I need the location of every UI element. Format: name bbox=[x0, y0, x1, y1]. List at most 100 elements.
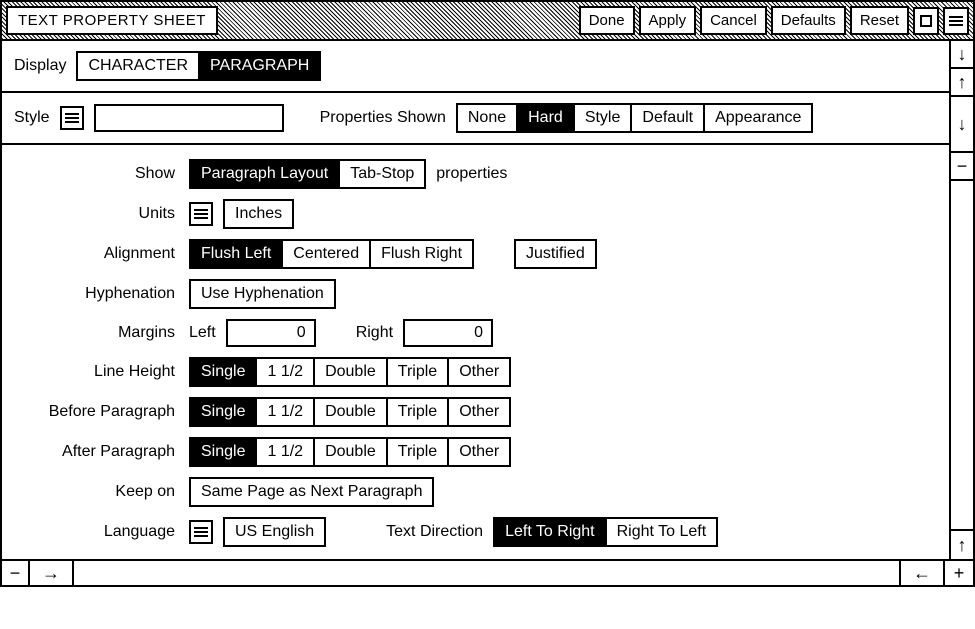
paragraph-properties: Show Paragraph Layout Tab-Stop propertie… bbox=[2, 145, 949, 559]
properties-shown-style[interactable]: Style bbox=[575, 105, 633, 131]
window-title: TEXT PROPERTY SHEET bbox=[6, 6, 218, 35]
after-para-single[interactable]: Single bbox=[191, 439, 257, 465]
reset-button[interactable]: Reset bbox=[850, 6, 909, 35]
apply-button[interactable]: Apply bbox=[639, 6, 697, 35]
after-para-row: After Paragraph Single 1 1/2 Double Trip… bbox=[14, 437, 937, 467]
before-para-other[interactable]: Other bbox=[449, 399, 509, 425]
properties-shown-default[interactable]: Default bbox=[632, 105, 705, 131]
alignment-options: Flush Left Centered Flush Right bbox=[189, 239, 474, 269]
display-paragraph[interactable]: PARAGRAPH bbox=[200, 53, 319, 79]
text-direction-ltr[interactable]: Left To Right bbox=[495, 519, 607, 545]
cancel-button[interactable]: Cancel bbox=[700, 6, 767, 35]
rail-down-1-icon[interactable]: ↓ bbox=[951, 41, 973, 69]
style-menu-icon[interactable] bbox=[60, 106, 84, 130]
hyphenation-row: Hyphenation Use Hyphenation bbox=[14, 279, 937, 309]
margins-left-input[interactable] bbox=[226, 319, 316, 347]
property-sheet-window: TEXT PROPERTY SHEET Done Apply Cancel De… bbox=[0, 0, 975, 587]
alignment-flush-left[interactable]: Flush Left bbox=[191, 241, 283, 267]
sb-left-arrow-icon[interactable]: ← bbox=[901, 561, 945, 585]
units-menu-icon[interactable] bbox=[189, 202, 213, 226]
line-height-double[interactable]: Double bbox=[315, 359, 388, 385]
after-para-label: After Paragraph bbox=[14, 443, 179, 461]
show-tab-stop[interactable]: Tab-Stop bbox=[340, 161, 424, 187]
content-area: Display CHARACTER PARAGRAPH Style Proper… bbox=[2, 41, 949, 559]
line-height-triple[interactable]: Triple bbox=[388, 359, 449, 385]
show-options: Paragraph Layout Tab-Stop bbox=[189, 159, 426, 189]
before-para-1-5[interactable]: 1 1/2 bbox=[257, 399, 315, 425]
display-character[interactable]: CHARACTER bbox=[78, 53, 200, 79]
text-direction-rtl[interactable]: Right To Left bbox=[607, 519, 717, 545]
style-input[interactable] bbox=[94, 104, 284, 132]
language-label: Language bbox=[14, 523, 179, 541]
line-height-options: Single 1 1/2 Double Triple Other bbox=[189, 357, 511, 387]
rail-minus-icon[interactable]: − bbox=[951, 153, 973, 181]
line-height-single[interactable]: Single bbox=[191, 359, 257, 385]
margins-right-input[interactable] bbox=[403, 319, 493, 347]
line-height-label: Line Height bbox=[14, 363, 179, 381]
before-para-single[interactable]: Single bbox=[191, 399, 257, 425]
properties-shown-appearance[interactable]: Appearance bbox=[705, 105, 811, 131]
properties-shown-label: Properties Shown bbox=[320, 109, 446, 127]
window-control-menu-icon[interactable] bbox=[943, 7, 969, 35]
rail-down-2-icon[interactable]: ↓ bbox=[951, 97, 973, 153]
margins-left-label: Left bbox=[189, 324, 216, 342]
sb-right-arrow-icon[interactable]: → bbox=[30, 561, 74, 585]
line-height-1-5[interactable]: 1 1/2 bbox=[257, 359, 315, 385]
done-button[interactable]: Done bbox=[579, 6, 635, 35]
after-para-triple[interactable]: Triple bbox=[388, 439, 449, 465]
right-scroll-rail: ↓ ↑ ↓ − ↑ bbox=[949, 41, 973, 559]
before-para-row: Before Paragraph Single 1 1/2 Double Tri… bbox=[14, 397, 937, 427]
defaults-button[interactable]: Defaults bbox=[771, 6, 846, 35]
line-height-other[interactable]: Other bbox=[449, 359, 509, 385]
language-menu-icon[interactable] bbox=[189, 520, 213, 544]
language-value[interactable]: US English bbox=[223, 517, 326, 547]
titlebar: TEXT PROPERTY SHEET Done Apply Cancel De… bbox=[2, 2, 973, 41]
display-section: Display CHARACTER PARAGRAPH bbox=[2, 41, 949, 93]
units-value[interactable]: Inches bbox=[223, 199, 294, 229]
after-para-double[interactable]: Double bbox=[315, 439, 388, 465]
after-para-1-5[interactable]: 1 1/2 bbox=[257, 439, 315, 465]
body: Display CHARACTER PARAGRAPH Style Proper… bbox=[2, 41, 973, 559]
margins-label: Margins bbox=[14, 324, 179, 342]
alignment-justified[interactable]: Justified bbox=[514, 239, 597, 269]
display-options: CHARACTER PARAGRAPH bbox=[76, 51, 321, 81]
before-para-options: Single 1 1/2 Double Triple Other bbox=[189, 397, 511, 427]
text-direction-options: Left To Right Right To Left bbox=[493, 517, 718, 547]
rail-up-1-icon[interactable]: ↑ bbox=[951, 69, 973, 97]
display-label: Display bbox=[14, 57, 66, 75]
text-direction-label: Text Direction bbox=[386, 523, 483, 541]
show-label: Show bbox=[14, 165, 179, 183]
sb-minus-icon[interactable]: − bbox=[2, 561, 30, 585]
properties-shown-none[interactable]: None bbox=[458, 105, 518, 131]
alignment-label: Alignment bbox=[14, 245, 179, 263]
before-para-label: Before Paragraph bbox=[14, 403, 179, 421]
before-para-triple[interactable]: Triple bbox=[388, 399, 449, 425]
sb-plus-icon[interactable]: + bbox=[945, 561, 973, 585]
rail-up-2-icon[interactable]: ↑ bbox=[951, 531, 973, 559]
properties-shown-hard[interactable]: Hard bbox=[518, 105, 575, 131]
after-para-options: Single 1 1/2 Double Triple Other bbox=[189, 437, 511, 467]
style-section: Style Properties Shown None Hard Style D… bbox=[2, 93, 949, 145]
units-row: Units Inches bbox=[14, 199, 937, 229]
before-para-double[interactable]: Double bbox=[315, 399, 388, 425]
style-label: Style bbox=[14, 109, 50, 127]
after-para-other[interactable]: Other bbox=[449, 439, 509, 465]
properties-shown-options: None Hard Style Default Appearance bbox=[456, 103, 814, 133]
keep-on-row: Keep on Same Page as Next Paragraph bbox=[14, 477, 937, 507]
margins-right-label: Right bbox=[356, 324, 393, 342]
hyphenation-label: Hyphenation bbox=[14, 285, 179, 303]
alignment-flush-right[interactable]: Flush Right bbox=[371, 241, 472, 267]
rail-track[interactable] bbox=[951, 181, 973, 531]
window-control-box-icon[interactable] bbox=[913, 7, 939, 35]
show-paragraph-layout[interactable]: Paragraph Layout bbox=[191, 161, 340, 187]
margins-row: Margins Left Right bbox=[14, 319, 937, 347]
alignment-row: Alignment Flush Left Centered Flush Righ… bbox=[14, 239, 937, 269]
line-height-row: Line Height Single 1 1/2 Double Triple O… bbox=[14, 357, 937, 387]
hyphenation-toggle[interactable]: Use Hyphenation bbox=[189, 279, 336, 309]
language-row: Language US English Text Direction Left … bbox=[14, 517, 937, 547]
statusbar: − → ← + bbox=[2, 559, 973, 585]
show-row: Show Paragraph Layout Tab-Stop propertie… bbox=[14, 159, 937, 189]
keep-on-toggle[interactable]: Same Page as Next Paragraph bbox=[189, 477, 434, 507]
sb-track[interactable] bbox=[74, 561, 901, 585]
alignment-centered[interactable]: Centered bbox=[283, 241, 371, 267]
